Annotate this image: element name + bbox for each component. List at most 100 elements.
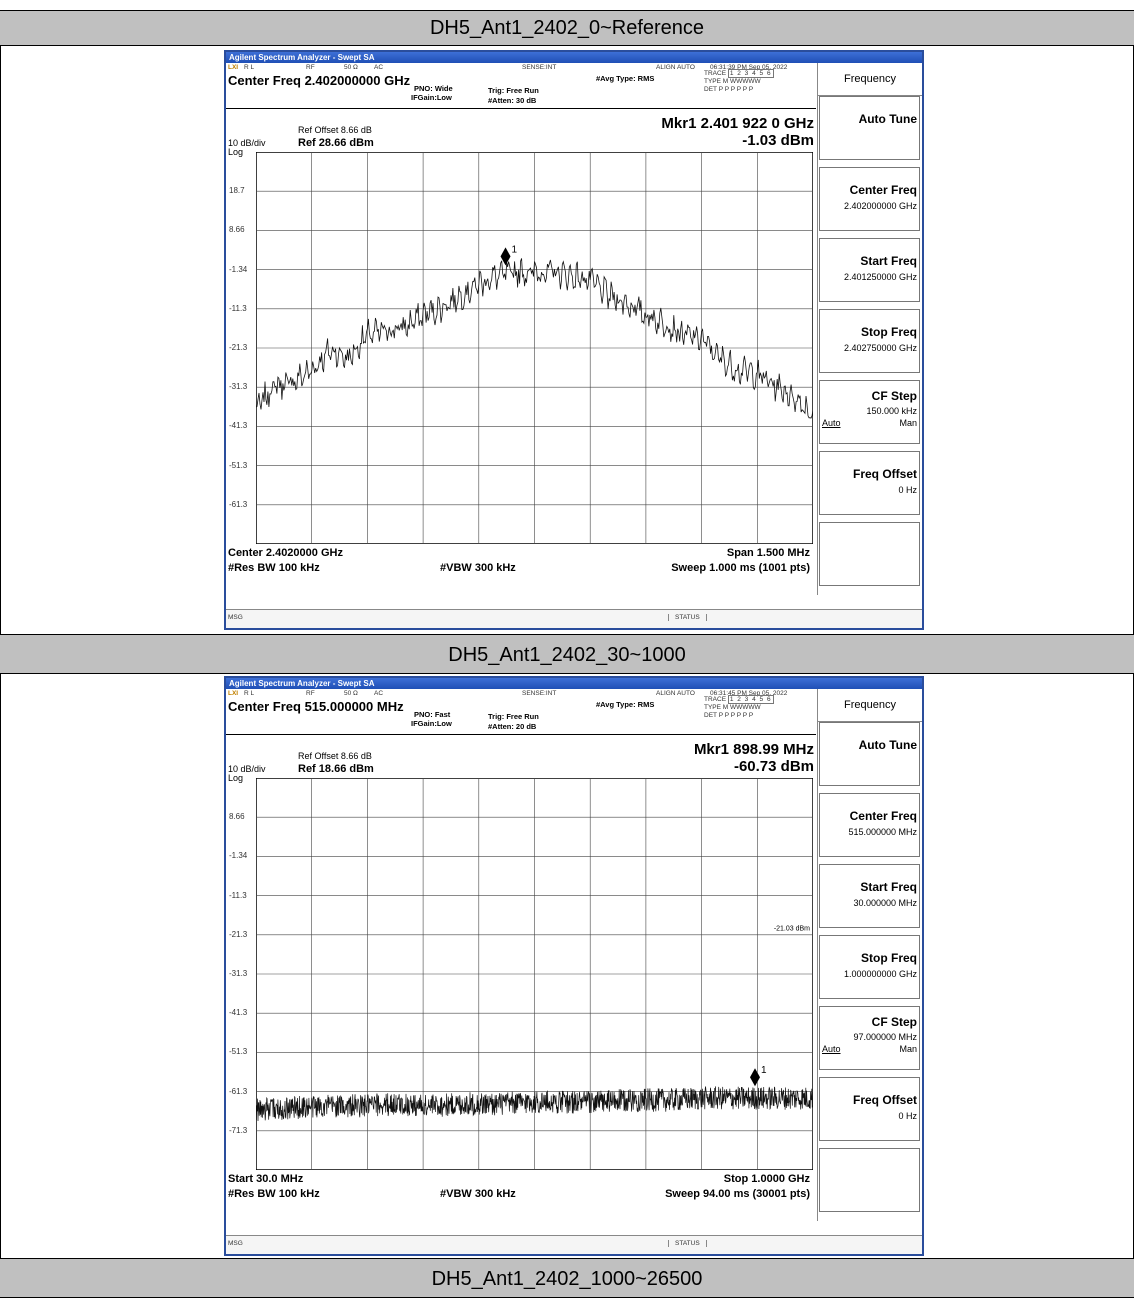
limit-line-label: -21.03 dBm: [774, 926, 810, 933]
marker-frequency: Mkr1 2.401 922 0 GHz: [661, 115, 814, 132]
msg-label: MSG: [228, 614, 243, 621]
footer-span-stop: Stop 1.0000 GHz: [723, 1173, 810, 1185]
scale-type: Log: [228, 773, 244, 783]
stop-freq-key[interactable]: Stop Freq 2.402750000 GHz: [819, 309, 920, 373]
start-freq-key-label: Start Freq: [860, 254, 917, 268]
cf-step-key-label: CF Step: [871, 389, 917, 403]
y-tick-label: -1.34: [229, 851, 248, 861]
instrument-header: LXI R L RF 50 Ω AC SENSE:INT ALIGN AUTO …: [226, 63, 816, 107]
center-freq-key[interactable]: Center Freq 2.402000000 GHz: [819, 167, 920, 231]
det-label: DET: [704, 712, 717, 719]
vbw-readout: #VBW 300 kHz: [440, 562, 516, 574]
marker-number-label: 1: [761, 1065, 767, 1076]
stop-freq-key-value: 2.402750000 GHz: [843, 343, 917, 353]
marker-diamond-icon: [500, 247, 511, 266]
avg-type-setting: #Avg Type: RMS: [596, 700, 655, 709]
cf-step-man[interactable]: Man: [899, 1044, 917, 1054]
pno-setting: PNO: Fast: [414, 710, 451, 719]
marker-frequency: Mkr1 898.99 MHz: [693, 741, 814, 758]
center-freq-key-value: 515.000000 MHz: [848, 827, 917, 837]
blank-key[interactable]: [819, 1148, 920, 1212]
center-freq-key[interactable]: Center Freq 515.000000 MHz: [819, 793, 920, 857]
ref-offset: Ref Offset 8.66 dB: [298, 125, 372, 135]
y-tick-label: -31.3: [229, 382, 248, 392]
auto-tune-key[interactable]: Auto Tune: [819, 96, 920, 160]
trace-label: TRACE: [704, 70, 727, 77]
ref-offset: Ref Offset 8.66 dB: [298, 751, 372, 761]
y-tick-label: 8.66: [229, 225, 245, 235]
section-title: DH5_Ant1_2402_1000~26500: [431, 1268, 703, 1290]
spectrum-trace: [256, 1086, 813, 1122]
freq-offset-key[interactable]: Freq Offset 0 Hz: [819, 451, 920, 515]
msg-label: MSG: [228, 1240, 243, 1247]
center-freq-key-value: 2.402000000 GHz: [843, 201, 917, 211]
y-tick-label: 8.66: [229, 812, 245, 822]
auto-tune-label: Auto Tune: [858, 112, 917, 126]
y-tick-label: -61.3: [229, 1086, 248, 1096]
auto-tune-label: Auto Tune: [858, 738, 917, 752]
y-tick-label: -71.3: [229, 1125, 248, 1135]
stop-freq-key[interactable]: Stop Freq 1.000000000 GHz: [819, 935, 920, 999]
instrument-header: LXI R L RF 50 Ω AC SENSE:INT ALIGN AUTO …: [226, 689, 816, 733]
section-title: DH5_Ant1_2402_30~1000: [448, 644, 686, 666]
window-title-bar: Agilent Spectrum Analyzer - Swept SA: [226, 52, 922, 63]
cf-step-key[interactable]: CF Step 97.000000 MHz Auto Man: [819, 1006, 920, 1070]
status-bar: MSG STATUS: [226, 1235, 922, 1254]
cf-step-key-value: 97.000000 MHz: [853, 1032, 917, 1042]
coupling-indicator: AC: [374, 64, 384, 71]
blank-key[interactable]: [819, 522, 920, 586]
softkey-panel: Frequency Auto Tune Center Freq 515.00000…: [817, 689, 922, 1221]
scale-per-div: 10 dB/div: [228, 138, 266, 148]
ifgain-setting: IFGain:Low: [411, 93, 452, 102]
center-freq-key-label: Center Freq: [849, 183, 917, 197]
scale-readout: 10 dB/div Log: [228, 139, 266, 157]
y-tick-label: 18.7: [229, 186, 245, 196]
stop-freq-key-label: Stop Freq: [861, 325, 917, 339]
type-values: M WWWWW: [722, 78, 761, 85]
cf-step-auto[interactable]: Auto: [822, 1044, 841, 1054]
lxi-icon: LXI: [228, 690, 239, 697]
rf-indicator: RF: [306, 690, 315, 697]
cf-step-auto[interactable]: Auto: [822, 418, 841, 428]
spectrum-analyzer-window: Agilent Spectrum Analyzer - Swept SA LXI…: [224, 676, 924, 1256]
type-label: TYPE: [704, 704, 721, 711]
y-tick-label: -11.3: [229, 890, 247, 900]
start-freq-key[interactable]: Start Freq 30.000000 MHz: [819, 864, 920, 928]
auto-tune-key[interactable]: Auto Tune: [819, 722, 920, 786]
cf-step-man[interactable]: Man: [899, 418, 917, 428]
rbw-readout: #Res BW 100 kHz: [228, 1188, 320, 1200]
freq-offset-key[interactable]: Freq Offset 0 Hz: [819, 1077, 920, 1141]
start-freq-key-value: 30.000000 MHz: [853, 898, 917, 908]
start-freq-key[interactable]: Start Freq 2.401250000 GHz: [819, 238, 920, 302]
section-title-band: DH5_Ant1_2402_0~Reference: [0, 10, 1134, 46]
sense-indicator: SENSE:INT: [522, 690, 557, 697]
type-values: M WWWWW: [722, 704, 761, 711]
stop-freq-key-label: Stop Freq: [861, 951, 917, 965]
softkey-menu-title: Frequency: [818, 689, 922, 722]
attenuation-setting: #Atten: 30 dB: [488, 96, 537, 105]
align-indicator: ALIGN AUTO: [656, 690, 695, 697]
scale-per-div: 10 dB/div: [228, 764, 266, 774]
spectrum-plot[interactable]: 1: [256, 152, 813, 544]
sweep-readout: Sweep 94.00 ms (30001 pts): [665, 1188, 810, 1200]
trace-status-block: TRACE 1 2 3 4 5 6 TYPE M WWWWW DET P P P…: [704, 695, 774, 720]
status-label: STATUS: [668, 614, 707, 621]
trigger-setting: Trig: Free Run: [488, 86, 539, 95]
cf-step-key[interactable]: CF Step 150.000 kHz Auto Man: [819, 380, 920, 444]
impedance-indicator: 50 Ω: [344, 690, 358, 697]
cf-step-key-label: CF Step: [871, 1015, 917, 1029]
trigger-setting: Trig: Free Run: [488, 712, 539, 721]
y-tick-label: -51.3: [229, 460, 248, 470]
timestamp: 06:31:45 PM Sep 05, 2022: [710, 690, 788, 697]
freq-offset-key-value: 0 Hz: [898, 485, 917, 495]
y-tick-label: -61.3: [229, 499, 248, 509]
align-indicator: ALIGN AUTO: [656, 64, 695, 71]
marker-number-label: 1: [512, 244, 518, 255]
rl-indicator: R L: [244, 690, 255, 697]
scale-type: Log: [228, 147, 244, 157]
scale-readout: 10 dB/div Log: [228, 765, 266, 783]
spectrum-plot[interactable]: -21.03 dBm 1: [256, 778, 813, 1170]
marker-level: -60.73 dBm: [733, 758, 814, 775]
rbw-readout: #Res BW 100 kHz: [228, 562, 320, 574]
trace-values: 1 2 3 4 5 6: [727, 69, 774, 78]
